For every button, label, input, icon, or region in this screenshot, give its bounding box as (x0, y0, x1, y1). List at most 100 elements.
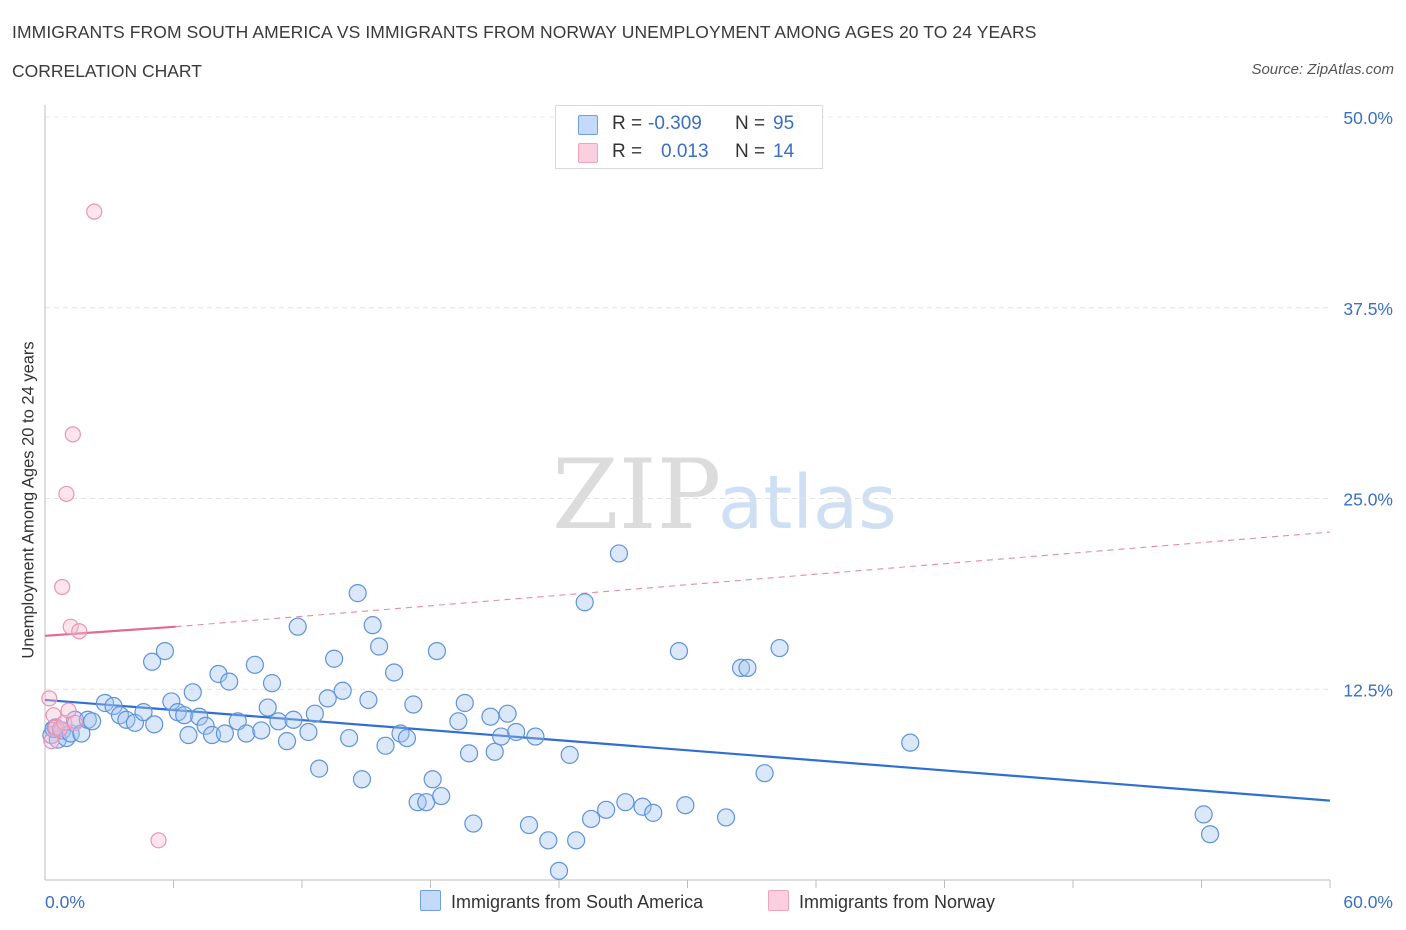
point-norway (58, 485, 75, 503)
point-south-america (549, 861, 569, 880)
points-south-america (42, 544, 1220, 880)
point-south-america (539, 831, 558, 850)
point-south-america (633, 797, 652, 816)
point-south-america (384, 663, 404, 682)
point-south-america (455, 693, 474, 713)
legend-swatch-south-america (578, 115, 598, 135)
point-south-america (190, 707, 209, 726)
point-south-america (575, 593, 594, 612)
point-south-america (61, 724, 80, 743)
point-south-america (215, 724, 234, 743)
points-norway (41, 203, 167, 849)
x-tick-label-min: 0.0% (45, 892, 85, 912)
bottom-legend-swatch-south-america (420, 890, 441, 911)
point-south-america (305, 704, 324, 723)
point-norway (150, 832, 167, 849)
point-south-america (333, 681, 352, 700)
point-south-america (770, 638, 789, 658)
point-south-america (196, 716, 215, 735)
legend-n-value: 14 (773, 141, 795, 162)
x-tick-label-max: 60.0% (1343, 892, 1393, 912)
point-south-america (348, 584, 367, 603)
point-south-america (397, 728, 417, 748)
point-south-america (644, 803, 663, 822)
point-south-america (669, 641, 689, 661)
legend-n-value: 95 (773, 113, 795, 134)
trend-line-norway (44, 625, 176, 637)
point-south-america (299, 722, 318, 742)
point-norway (71, 623, 88, 640)
y-axis-label: Unemployment Among Ages 20 to 24 years (19, 341, 38, 659)
watermark-atlas: atlas (718, 460, 897, 546)
bottom-legend-south-america: Immigrants from South America (420, 890, 703, 913)
point-south-america (220, 672, 239, 691)
y-tick-label: 25.0% (1343, 490, 1393, 510)
trend-lines (44, 531, 1331, 802)
point-south-america (252, 721, 271, 740)
y-tick-label: 37.5% (1343, 299, 1393, 319)
chart-subtitle: CORRELATION CHART (12, 61, 202, 81)
point-south-america (370, 637, 389, 656)
point-south-america (901, 733, 920, 752)
point-south-america (310, 759, 329, 778)
point-south-america (245, 655, 264, 674)
point-south-america (284, 710, 303, 729)
point-norway (64, 426, 81, 443)
y-tick-label: 50.0% (1343, 108, 1393, 128)
point-south-america (359, 690, 378, 710)
tick-labels: 12.5% 25.0% 37.5% 50.0% 0.0% 60.0% (45, 108, 1393, 912)
correlation-legend: R = -0.309 N = 95 R = 0.013 N = 14 (555, 105, 823, 169)
point-south-america (485, 742, 504, 761)
point-south-america (352, 770, 372, 789)
point-south-america (175, 706, 194, 725)
point-south-america (269, 712, 288, 731)
point-south-america (616, 793, 635, 812)
point-south-america (481, 707, 500, 726)
legend-r-label: R = (612, 113, 643, 134)
point-south-america (738, 658, 757, 677)
point-south-america (134, 703, 153, 722)
legend-swatch-norway (578, 143, 598, 163)
point-south-america (277, 732, 297, 751)
point-south-america (507, 722, 526, 742)
point-norway (66, 714, 84, 731)
bottom-legend-swatch-norway (768, 890, 789, 911)
point-south-america (498, 704, 517, 723)
legend-r-label: R = (612, 141, 643, 162)
source-credit: Source: ZipAtlas.com (1251, 61, 1394, 78)
y-axis-label-wrap: Unemployment Among Ages 20 to 24 years (14, 120, 44, 880)
legend-r-value: -0.309 (648, 113, 702, 134)
point-south-america (492, 727, 511, 746)
point-south-america (325, 649, 344, 668)
bottom-legend-label-south-america: Immigrants from South America (451, 892, 704, 912)
point-south-america (142, 652, 162, 671)
chart-title: IMMIGRANTS FROM SOUTH AMERICA VS IMMIGRA… (12, 22, 1037, 42)
watermark: ZIP atlas (552, 439, 897, 551)
y-tick-label: 12.5% (1343, 680, 1393, 700)
point-south-america (609, 544, 629, 563)
point-south-america (423, 770, 442, 789)
point-south-america (179, 725, 198, 745)
point-south-america (183, 683, 202, 702)
watermark-zip: ZIP (552, 439, 721, 551)
point-south-america (519, 815, 539, 835)
point-south-america (404, 695, 423, 714)
point-south-america (731, 658, 751, 677)
point-norway (54, 578, 71, 596)
point-south-america (340, 728, 359, 748)
legend-r-value: 0.013 (661, 141, 709, 162)
point-south-america (1194, 805, 1213, 824)
axes (44, 105, 1331, 888)
point-south-america (363, 616, 382, 635)
point-south-america (560, 745, 579, 764)
point-south-america (83, 712, 102, 731)
point-south-america (597, 800, 616, 819)
legend-n-label: N = (735, 113, 766, 134)
point-south-america (262, 674, 282, 693)
point-south-america (162, 692, 181, 711)
point-south-america (526, 727, 545, 746)
bottom-legend-label-norway: Immigrants from Norway (799, 892, 996, 912)
point-norway (62, 618, 79, 635)
point-south-america (155, 641, 175, 661)
point-south-america (145, 715, 164, 734)
